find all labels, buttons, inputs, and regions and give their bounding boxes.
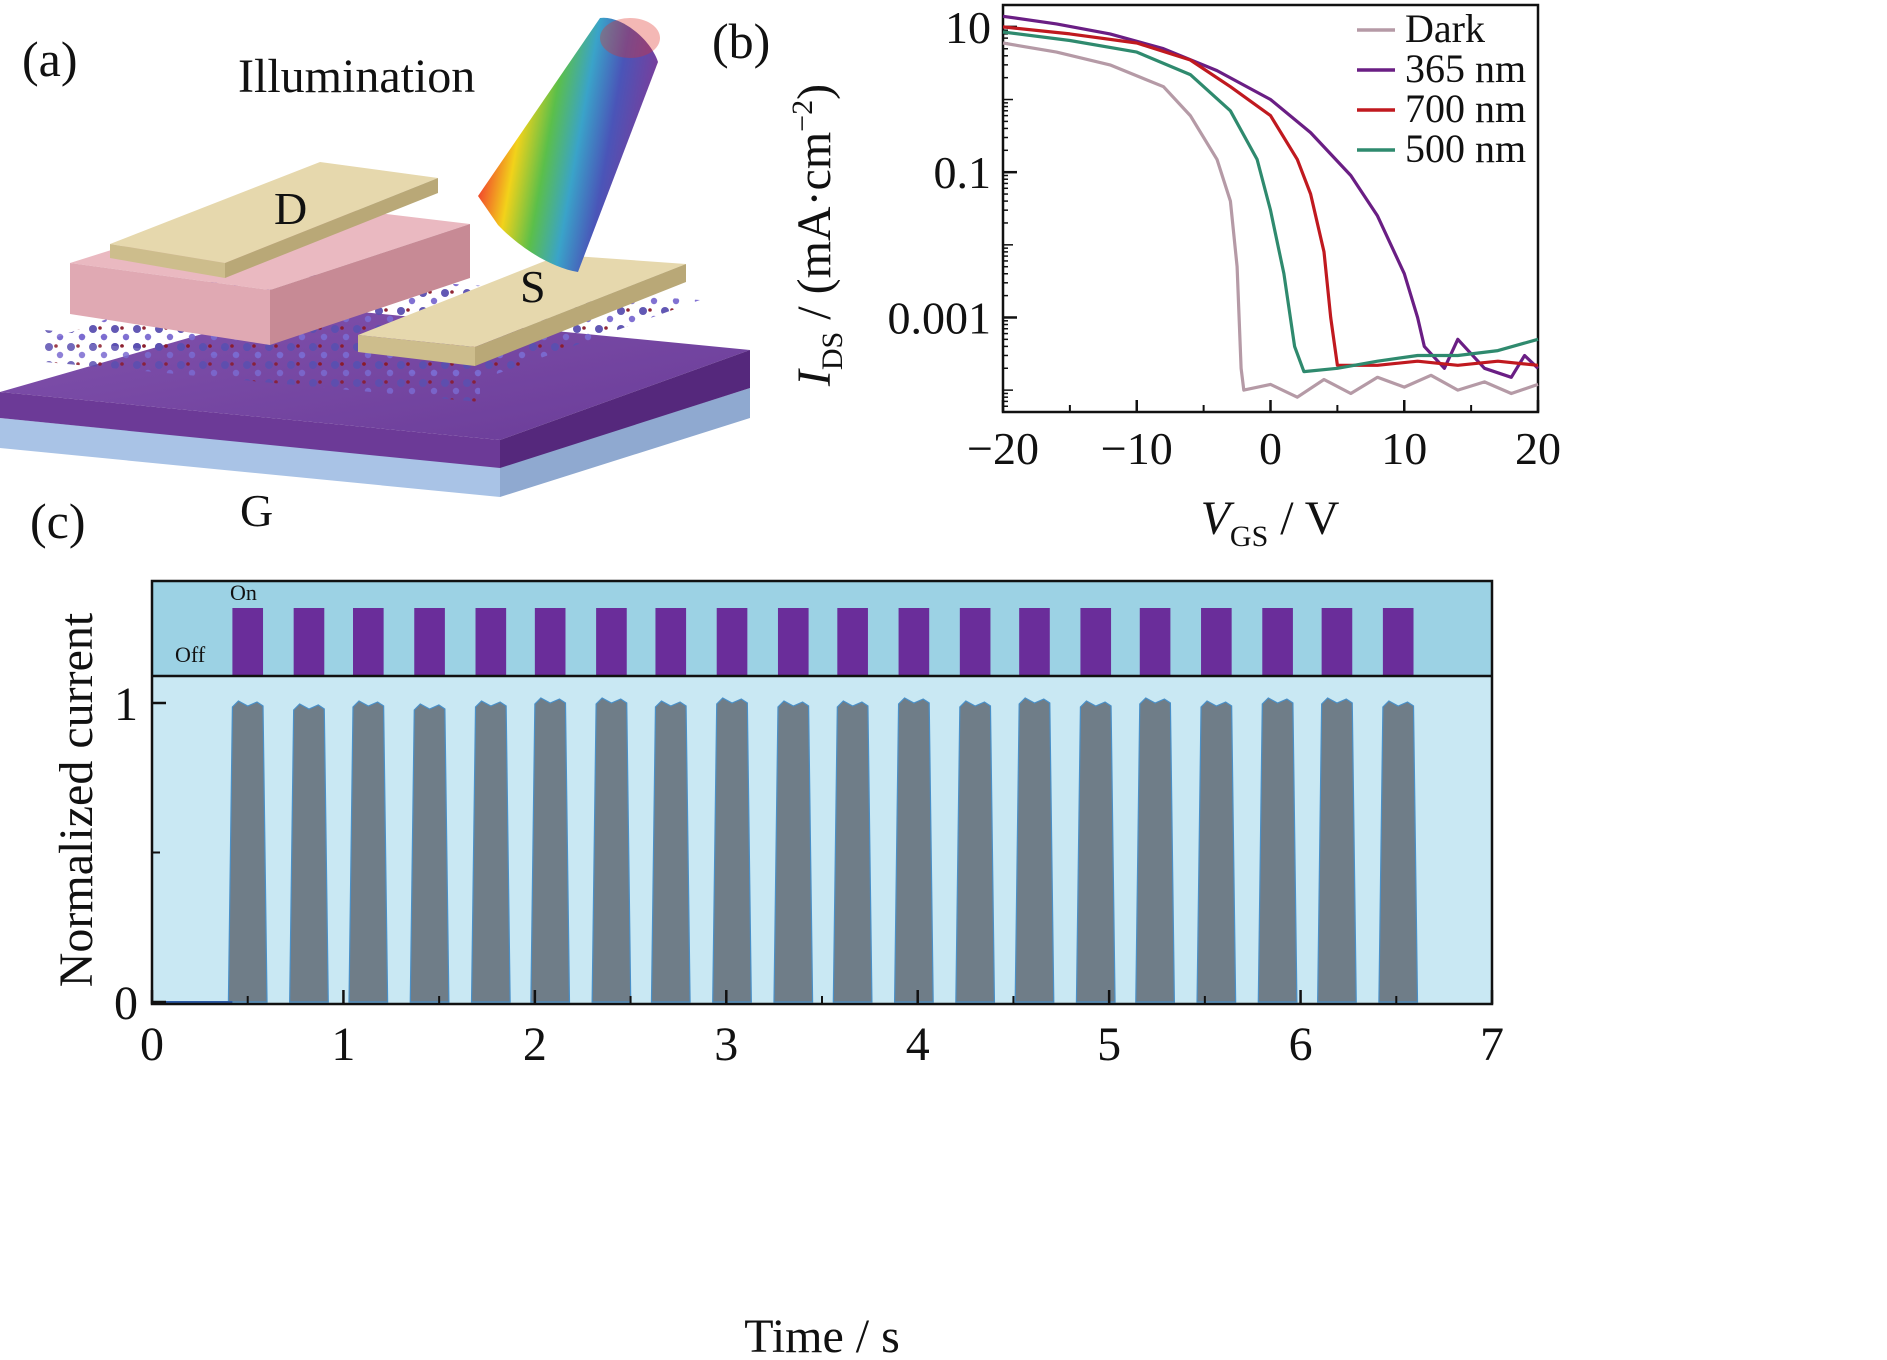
- gate-label: G: [240, 485, 273, 536]
- chart-c-light-pulse-14: [1080, 608, 1112, 676]
- chart-c-current-pulse-3: [409, 703, 450, 1003]
- chart-b-x-axis-label: VGS / V: [1201, 492, 1340, 553]
- chart-c-current-pulse-17: [1257, 697, 1298, 1003]
- chart-b-x-axis-label-sub: GS: [1230, 520, 1268, 553]
- source-electrode: [358, 255, 686, 366]
- drain-electrode: [110, 162, 438, 278]
- chart-b-x-axis-label-rest: / V: [1268, 492, 1339, 545]
- chart-c-light-pulse-13: [1019, 608, 1050, 676]
- chart-c-light-pulse-4: [475, 608, 507, 676]
- chart-b-series-line-3: [1002, 30, 1539, 374]
- chart-b-y-axis-label-sub: DS: [816, 332, 849, 370]
- chart-b-x-tick-label: 10: [1381, 423, 1427, 474]
- chart-b-y-axis-label: IDS / (mA·cm−2): [786, 84, 849, 387]
- off-label: Off: [175, 642, 206, 667]
- chart-b-legend-label: 365 nm: [1405, 46, 1526, 91]
- chart-c-light-pulse-5: [534, 608, 566, 676]
- on-label: On: [230, 580, 257, 605]
- source-label: S: [520, 261, 546, 312]
- chart-c-light-pulse-15: [1139, 608, 1171, 676]
- chart-c-light-pulse-12: [959, 608, 991, 676]
- chart-c-current-pulse-19: [1378, 700, 1419, 1003]
- chart-c-current-pulse-6: [591, 697, 632, 1003]
- chart-c-current-pulse-10: [832, 700, 873, 1003]
- chart-b-y-tick-label: 10: [945, 2, 991, 53]
- chart-b-x-tick-label: 20: [1515, 423, 1561, 474]
- chart-b-x-tick-label: −20: [967, 423, 1039, 474]
- chart-b-y-axis-label-sup: −2: [786, 100, 819, 132]
- chart-c-light-pulse-18: [1321, 608, 1353, 676]
- chart-c-current-pulse-14: [1075, 700, 1116, 1003]
- chart-c-light-pulse-6: [596, 608, 627, 676]
- chart-c-light-pulse-17: [1262, 608, 1293, 676]
- drain-label: D: [274, 183, 307, 234]
- chart-c-current-pulse-16: [1196, 700, 1237, 1003]
- chart-b-y-axis-label-rest: / (mA·cm: [788, 132, 841, 332]
- chart-c-y-tick-label: 1: [114, 678, 138, 731]
- chart-c-x-tick-label: 3: [714, 1018, 738, 1071]
- chart-c-x-axis-label: Time / s: [744, 1310, 900, 1355]
- chart-c-x-tick-label: 0: [140, 1018, 164, 1071]
- chart-c-light-pulse-10: [837, 608, 868, 676]
- panel-b-label: (b): [712, 13, 770, 69]
- panel-c-label: (c): [30, 493, 86, 549]
- chart-c-light-pulse-11: [898, 608, 930, 676]
- chart-c-light-pulse-9: [777, 608, 809, 676]
- chart-c-x-tick-label: 1: [331, 1018, 355, 1071]
- chart-c-light-pulse-8: [716, 608, 748, 676]
- chart-c: 0 1 2 3 4 5 6 7 0 1: [114, 579, 1504, 1071]
- chart-c-current-pulse-7: [650, 700, 691, 1003]
- chart-b-y-axis-label-close: ): [788, 84, 841, 100]
- chart-c-current-pulse-2: [348, 700, 389, 1003]
- substrate-base: [0, 388, 750, 497]
- chart-c-current-pulse-13: [1014, 697, 1055, 1003]
- chart-b-x-axis-label-main: V: [1201, 492, 1235, 545]
- chart-c-light-pulse-0: [232, 608, 264, 676]
- chart-c-x-tick-label: 6: [1289, 1018, 1313, 1071]
- chart-c-current-pulse-8: [712, 697, 752, 1003]
- chart-c-x-tick-label: 5: [1097, 1018, 1121, 1071]
- chart-b-y-tick-label: 0.001: [888, 292, 992, 343]
- chart-b-legend-label: 700 nm: [1405, 86, 1526, 131]
- chart-b-series-line-0: [1002, 41, 1539, 399]
- chart-b-series-line-2: [1002, 25, 1539, 367]
- chart-c-current-pulse-12: [955, 700, 996, 1003]
- chart-c-current-pulse-11: [893, 697, 934, 1003]
- chart-b-x-tick-label: −10: [1101, 423, 1173, 474]
- chart-c-y-axis-label: Normalized current: [50, 612, 103, 987]
- chart-c-light-pulse-1: [293, 608, 325, 676]
- chart-b-y-axis-label-main: I: [788, 368, 841, 387]
- chart-c-x-tick-label: 2: [523, 1018, 547, 1071]
- chart-c-current-pulse-1: [289, 703, 329, 1003]
- chart-c-current-pulse-9: [773, 700, 814, 1003]
- illumination-label: Illumination: [238, 50, 475, 103]
- chart-c-current-pulse-4: [470, 700, 511, 1003]
- chart-c-light-pulse-16: [1201, 608, 1232, 676]
- chart-c-current-pulse-15: [1135, 697, 1176, 1003]
- chart-c-current-pulse-0: [227, 700, 268, 1003]
- chart-b-series-line-1: [1002, 14, 1540, 379]
- chart-c-light-pulse-2: [353, 608, 384, 676]
- chart-c-x-tick-label: 7: [1480, 1018, 1504, 1071]
- chart-c-light-pulse-3: [414, 608, 445, 676]
- light-source-cone-icon: [478, 17, 660, 273]
- chart-c-light-pulse-19: [1382, 608, 1414, 676]
- panel-c: (c) 0 1 2 3 4 5 6 7 0 1 On Off Normalized current…: [30, 493, 1504, 1360]
- chart-c-current-pulse-18: [1317, 697, 1357, 1003]
- panel-a: (a) Illumination D: [0, 17, 750, 536]
- chart-b-y-tick-label: 0.1: [934, 147, 992, 198]
- chart-c-x-tick-label: 4: [906, 1018, 930, 1071]
- chart-c-current-pulse-5: [530, 697, 571, 1003]
- chart-b-legend-label: 500 nm: [1405, 126, 1526, 171]
- panel-a-label: (a): [22, 31, 78, 87]
- chart-c-light-pulse-7: [655, 608, 687, 676]
- chart-b-legend-label: Dark: [1405, 6, 1485, 51]
- chart-b-x-tick-label: 0: [1259, 423, 1282, 474]
- chart-c-y-tick-label: 0: [114, 977, 138, 1030]
